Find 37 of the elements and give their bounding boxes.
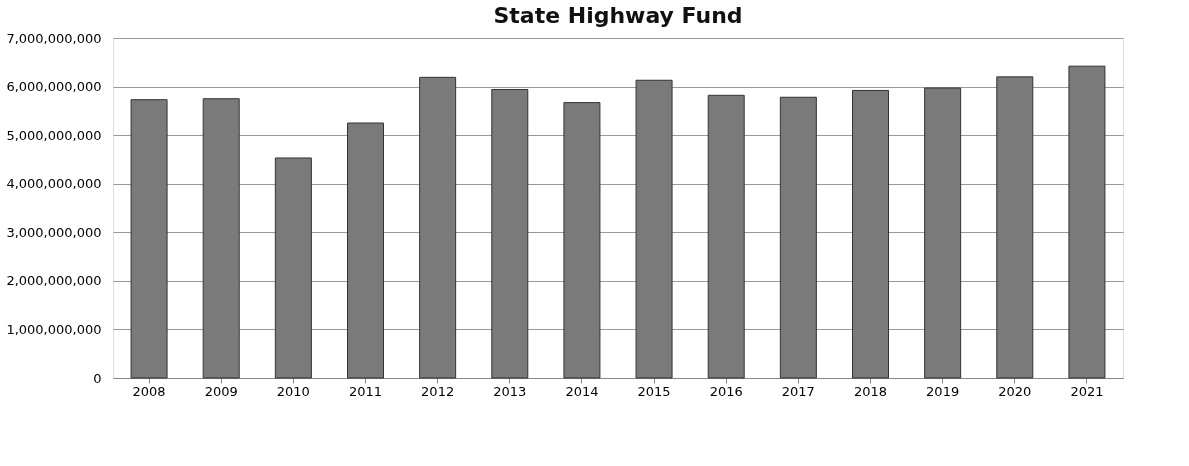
bar — [274, 157, 312, 379]
x-tick-label: 2012 — [421, 383, 455, 399]
bar — [779, 96, 817, 379]
bar — [1068, 65, 1106, 379]
chart-title: State Highway Fund — [493, 3, 743, 28]
bar — [491, 88, 529, 379]
x-tick-label: 2011 — [348, 383, 383, 399]
y-tick-label: 3,000,000,000 — [6, 224, 102, 240]
x-tick-label: 2010 — [276, 383, 310, 399]
y-tick-label: 5,000,000,000 — [6, 127, 102, 143]
y-tick-label: 0 — [93, 370, 102, 386]
x-tick-label: 2021 — [1070, 383, 1104, 399]
x-tick-label: 2015 — [637, 383, 671, 399]
x-tick-label: 2014 — [565, 383, 599, 399]
bar — [202, 98, 240, 379]
bar — [563, 102, 601, 379]
x-tick-label: 2016 — [709, 383, 743, 399]
y-tick-label: 6,000,000,000 — [6, 79, 102, 95]
y-tick-label: 4,000,000,000 — [6, 176, 102, 192]
x-tick-label: 2008 — [132, 383, 166, 399]
bar — [924, 87, 962, 379]
y-tick-label: 7,000,000,000 — [6, 30, 102, 46]
bar — [707, 94, 745, 379]
x-tick-label: 2013 — [493, 383, 527, 399]
x-tick-label: 2009 — [204, 383, 238, 399]
y-tick-label: 2,000,000,000 — [6, 273, 102, 289]
bar — [996, 76, 1034, 379]
x-tick-label: 2018 — [853, 383, 888, 399]
x-tick-label: 2020 — [998, 383, 1032, 399]
bar — [130, 99, 168, 379]
bar — [419, 76, 457, 379]
x-tick-label: 2017 — [781, 383, 815, 399]
y-tick-label: 1,000,000,000 — [6, 321, 102, 337]
bar — [347, 122, 384, 379]
bar — [635, 79, 673, 379]
x-tick-label: 2019 — [926, 383, 960, 399]
bar — [852, 89, 889, 379]
